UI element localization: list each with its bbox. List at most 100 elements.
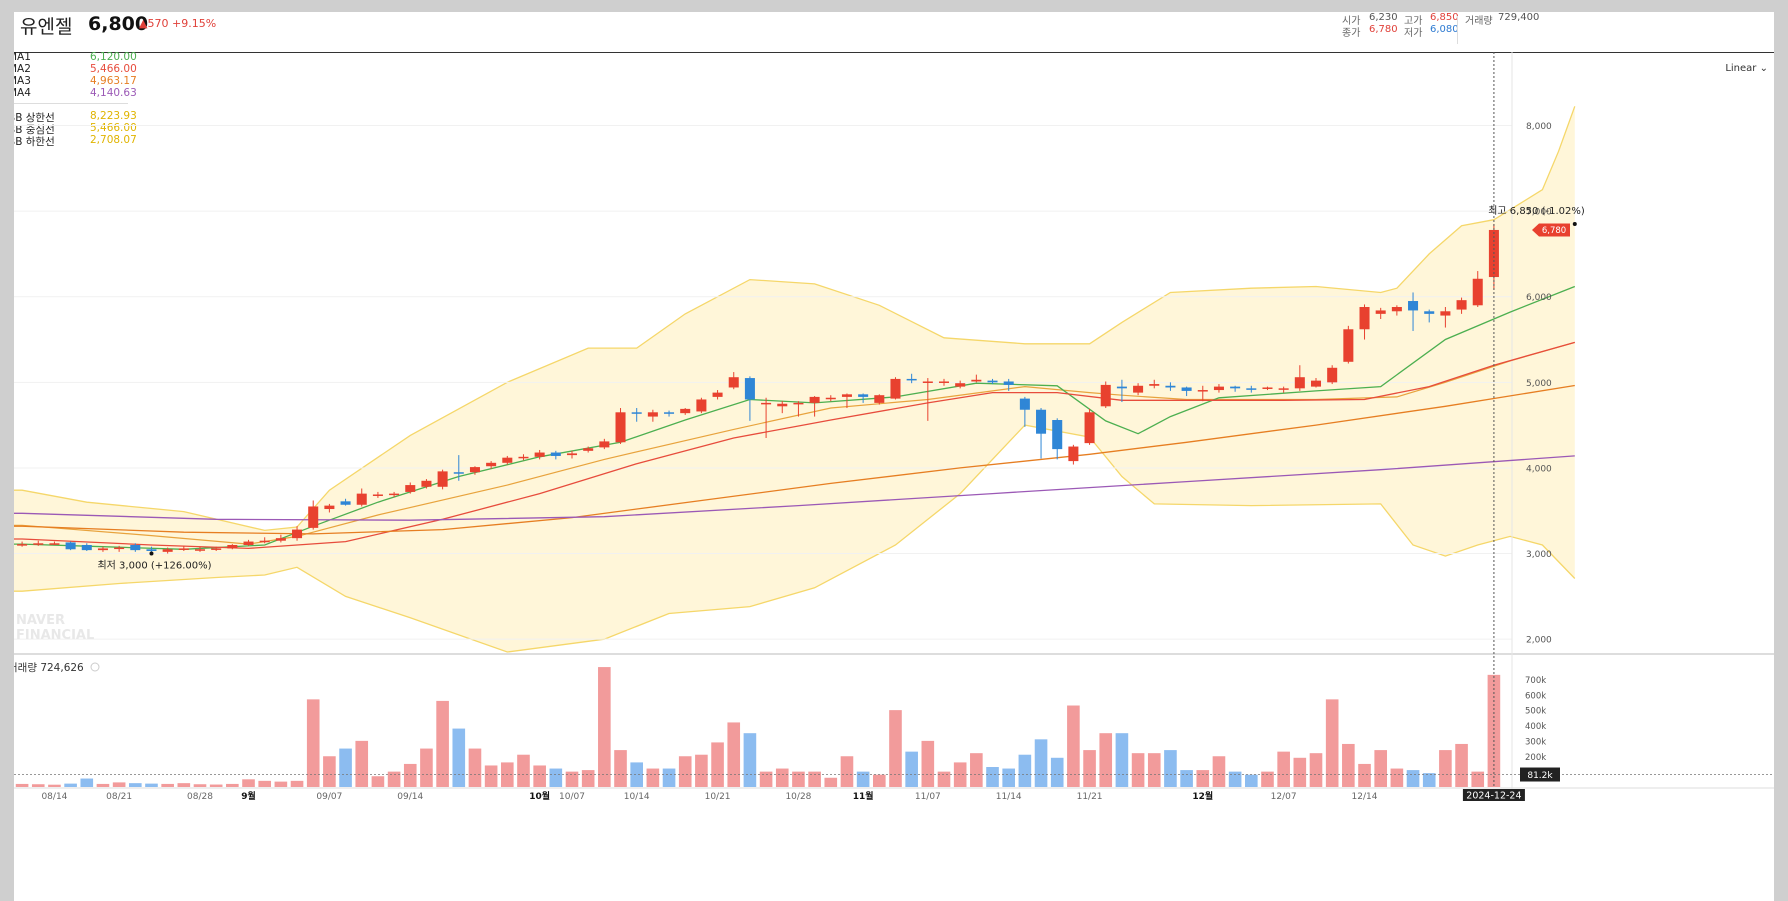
volume-bar [145, 783, 158, 787]
watermark-line2: FINANCIAL [16, 628, 94, 643]
legend-ma2-value: 5,466.00 [90, 63, 137, 75]
scale-mode-dropdown[interactable]: Linear ⌄ [1725, 63, 1768, 74]
volume-bar [1067, 705, 1080, 787]
watermark-line1: NAVER [16, 613, 65, 628]
stock-name: 유엔젤 [20, 16, 73, 38]
bollinger-band-fill [14, 106, 1575, 653]
date-tick-label: 10월 [529, 790, 550, 802]
date-tick-label: 11/21 [1077, 792, 1103, 802]
candle-body [599, 441, 610, 448]
volume-bar [824, 777, 838, 787]
bollinger-lower-line [14, 424, 1576, 653]
volume-bar [1406, 770, 1420, 787]
date-tick-label: 08/14 [41, 792, 67, 802]
volume-settings-icon [90, 662, 100, 672]
volume-bar [128, 783, 142, 787]
volume-bar [290, 780, 304, 787]
open-value: 6,230 [1369, 12, 1398, 23]
volume-bar [1309, 753, 1323, 787]
axes-layer: 2,0003,0004,0005,0006,0007,0008,000100k2… [14, 122, 1774, 802]
candle-body [566, 453, 578, 456]
volume-bar [1439, 750, 1452, 787]
candle-body [1310, 380, 1322, 387]
high-label: 고가 [1404, 16, 1423, 27]
candle-body [65, 542, 76, 550]
low-label: 저가 [1404, 28, 1423, 39]
bollinger-band-layer [14, 106, 1576, 653]
current-volume-tag [1520, 767, 1560, 782]
candle-body [1375, 310, 1386, 314]
volume-bar [355, 740, 369, 787]
grid-layer [14, 52, 1774, 801]
volume-bar [1083, 750, 1096, 787]
ma2-line [14, 341, 1575, 550]
candle-body [1036, 409, 1047, 434]
candle-body [793, 402, 804, 405]
volume-bar [614, 750, 627, 787]
date-tick-label: 12/07 [1271, 792, 1297, 802]
legend-ma1-label: MA1 [14, 51, 31, 63]
volume-bar [1325, 699, 1339, 787]
legend-ma4-value: 4,140.63 [90, 87, 137, 99]
volume-bar [1293, 757, 1307, 787]
volume-tick-label: 500k [1525, 707, 1546, 717]
volume-bar [792, 771, 805, 787]
scale-mode-label: Linear [1725, 63, 1757, 74]
ma4-line [14, 455, 1575, 521]
candle-body [550, 452, 561, 456]
price-chart[interactable]: 2,0003,0004,0005,0006,0007,0008,000100k2… [14, 52, 1774, 901]
volume-bar [1115, 733, 1129, 787]
volume-bar [921, 740, 935, 787]
volume-bar [840, 756, 854, 787]
candle-body [1327, 367, 1338, 383]
candle-body [664, 412, 675, 414]
candle-body [194, 549, 206, 551]
candle-body [275, 538, 286, 541]
candle-body [841, 394, 852, 397]
volume-bar [743, 733, 757, 787]
date-tick-label: 9월 [241, 790, 256, 802]
price-tick-label: 3,000 [1526, 550, 1552, 560]
low-marker [149, 551, 154, 556]
crosshair-date-box [1462, 789, 1525, 801]
date-tick-label: 11/14 [996, 792, 1022, 802]
candle-body [1181, 387, 1192, 391]
date-tick-label: 10/14 [624, 792, 650, 802]
candle-body [453, 472, 464, 474]
volume-bar [1261, 771, 1274, 787]
quote-separator [1457, 16, 1458, 44]
volume-bar [517, 754, 530, 787]
candle-body [534, 452, 545, 457]
volume-bar [1050, 757, 1064, 787]
volume-bar [549, 768, 563, 787]
candle-body [518, 456, 529, 459]
volume-bar [484, 765, 498, 787]
candle-body [1391, 307, 1402, 312]
volume-bar [96, 783, 110, 787]
price-tick-label: 7,000 [1526, 208, 1552, 218]
candle-body [1165, 385, 1176, 388]
volume-bar [403, 763, 417, 787]
candle-body [469, 467, 480, 473]
legend-ma2-label: MA2 [14, 63, 31, 75]
candle-body [227, 544, 238, 549]
volume-bar [1358, 763, 1371, 787]
current-volume-label: 81.2k [1527, 771, 1553, 781]
volume-bar [678, 756, 692, 787]
volume-bar [80, 778, 94, 787]
volume-bar [226, 783, 239, 787]
volume-bar [1212, 756, 1226, 787]
chart-window: 유엔젤 6,800 ▲570 +9.15% 시가 6,230 고가 6,850 … [14, 12, 1774, 901]
volume-bar [970, 753, 983, 787]
candle-body [502, 457, 513, 463]
candle-body [1278, 388, 1289, 390]
candle-body [243, 541, 254, 545]
volume-tick-label: 300k [1525, 737, 1546, 747]
ma3-line [14, 384, 1575, 535]
volume-bar [630, 762, 644, 787]
volume-bar [856, 771, 870, 787]
candle-body [1116, 386, 1127, 389]
candle-body [955, 383, 966, 387]
candle-body [825, 397, 836, 400]
current-price: 6,800 [88, 13, 149, 35]
